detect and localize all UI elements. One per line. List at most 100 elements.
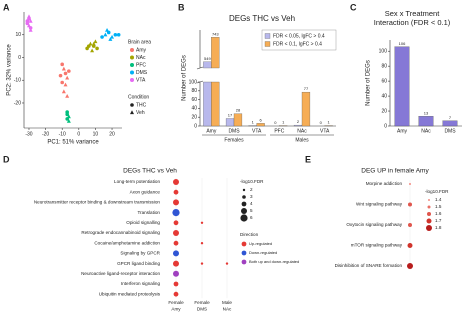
point <box>63 82 68 87</box>
legend-label: DMS <box>136 70 148 76</box>
x-tick-label: Amy <box>397 128 408 134</box>
x-tick-label: PFC <box>274 128 284 134</box>
y-tick-label: 20 <box>381 108 387 114</box>
legend-label: NAc <box>136 55 146 61</box>
panel-label: D <box>3 154 10 164</box>
legend-swatch <box>130 70 134 75</box>
row-label: GPCR ligand binding <box>117 261 160 266</box>
y-tick-label: 100 <box>189 79 198 85</box>
legend-title: -log10.FDR <box>240 179 264 184</box>
bar <box>225 118 235 127</box>
y-tick-label: 10 <box>15 32 21 38</box>
panel-label: E <box>305 154 311 164</box>
dot <box>173 220 179 226</box>
value-label: 1 <box>282 120 285 125</box>
dot <box>173 260 179 267</box>
point <box>65 110 69 114</box>
bar <box>256 123 265 127</box>
bar <box>211 81 220 127</box>
x-tick-label: NAc <box>421 128 431 134</box>
dot <box>200 262 204 265</box>
row-label: mTOR signaling pathway <box>351 243 403 248</box>
dot <box>173 270 179 277</box>
value-label: 28 <box>236 108 241 113</box>
legend-label: 1.6 <box>435 211 442 216</box>
y-tick-label: 80 <box>381 64 387 70</box>
y-tick-label: 60 <box>191 97 197 103</box>
legend-swatch <box>130 78 134 82</box>
legend-label: 1.4 <box>435 197 442 202</box>
dot <box>173 240 179 246</box>
x-tick-label: 10 <box>93 131 99 137</box>
point <box>100 35 104 39</box>
dot <box>173 281 179 287</box>
legend-swatch <box>264 33 271 39</box>
legend-swatch <box>130 103 134 107</box>
dot <box>173 189 179 195</box>
y-tick-label: 40 <box>381 93 387 99</box>
point <box>86 44 91 48</box>
legend-swatch <box>426 225 432 231</box>
chart-title: Interaction (FDR < 0.1) <box>374 18 451 27</box>
point <box>103 32 108 37</box>
bar <box>418 116 434 127</box>
legend-swatch <box>130 48 134 52</box>
legend-swatch <box>427 212 431 216</box>
y-tick-label: -10 <box>14 78 21 84</box>
dot <box>408 202 412 207</box>
legend-title: -log10.FDR <box>425 189 449 194</box>
legend-box <box>261 29 337 51</box>
legend-label: Up-regulated <box>249 241 272 246</box>
group-label: Males <box>295 137 309 143</box>
value-label: 6 <box>260 117 263 122</box>
dot <box>173 250 179 257</box>
bar <box>233 113 243 127</box>
value-label: 2 <box>297 119 300 124</box>
legend-label: Veh <box>136 110 145 116</box>
y-tick-label: 0 <box>384 123 387 129</box>
y-tick-label: -20 <box>14 100 21 106</box>
chart-title: DEG UP in female Amy <box>361 168 429 175</box>
point <box>63 71 68 76</box>
bar <box>203 61 212 69</box>
point <box>65 93 70 98</box>
legend-swatch <box>241 201 247 207</box>
point <box>28 27 33 32</box>
row-label: Disinhibition of SNARE formation <box>335 263 403 268</box>
point <box>65 75 70 80</box>
point <box>28 26 33 30</box>
chart-title: Sex x Treatment <box>385 9 441 18</box>
y-axis-label: Number of DEGs <box>366 60 372 106</box>
legend-label: 1.7 <box>435 218 442 223</box>
row-label: Oxytocin signaling pathway <box>346 222 402 227</box>
point <box>61 89 66 94</box>
row-label: Wnt signaling pathway <box>356 202 403 207</box>
legend-swatch <box>264 41 271 47</box>
legend-swatch <box>240 214 248 222</box>
axis-break <box>196 66 204 70</box>
x-tick-label: -20 <box>42 131 49 137</box>
row-label: Translation <box>137 210 160 215</box>
dot <box>172 209 180 217</box>
value-label: 13 <box>424 110 429 115</box>
point <box>28 18 33 23</box>
legend-label: 2 <box>250 187 253 192</box>
y-tick-label: 40 <box>191 106 197 112</box>
point <box>67 69 71 73</box>
value-label: 0 <box>320 120 323 125</box>
point <box>91 41 96 46</box>
point <box>60 62 65 67</box>
panel-label: A <box>3 2 10 12</box>
x-tick-label: VTA <box>320 128 330 134</box>
y-tick-label: 0 <box>18 55 21 61</box>
value-label: 77 <box>304 86 309 91</box>
legend-title: Brain area <box>128 39 151 45</box>
dot <box>173 199 179 206</box>
dot <box>173 230 179 236</box>
legend-label: FDR < 0.1, lgFC > 0.4 <box>273 41 322 47</box>
legend-label: 3 <box>250 194 253 199</box>
point <box>61 66 66 71</box>
legend-label: Down-regulated <box>249 250 277 255</box>
bar <box>211 37 220 69</box>
